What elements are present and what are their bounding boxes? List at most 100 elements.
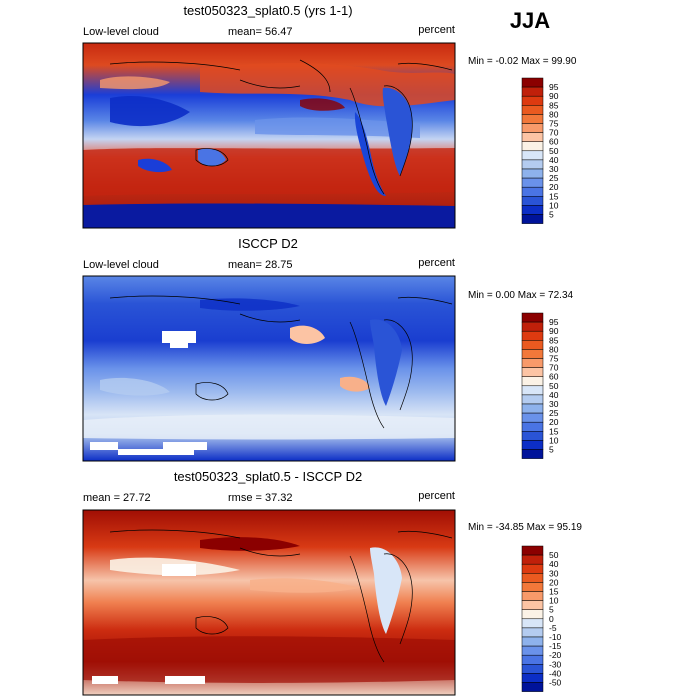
colorbar-cell bbox=[521, 600, 544, 610]
variable-label: Low-level cloud bbox=[83, 26, 159, 38]
colorbar-cell bbox=[521, 554, 544, 565]
colorbar-tick-label: 30 bbox=[549, 164, 559, 174]
colorbar-tick-label: 5 bbox=[549, 445, 554, 455]
colorbar-cell bbox=[521, 394, 544, 405]
season-label: JJA bbox=[510, 8, 550, 33]
colorbar-cell bbox=[521, 440, 544, 450]
colorbar-tick-label: 95 bbox=[549, 82, 559, 92]
colorbar-tick-label: 90 bbox=[549, 326, 559, 336]
map-field bbox=[82, 42, 456, 229]
colorbar-tick-label: 10 bbox=[549, 435, 559, 445]
colorbar-cell bbox=[521, 376, 544, 387]
colorbar-tick-label: 0 bbox=[549, 614, 554, 624]
colorbar-tick-label: 85 bbox=[549, 335, 559, 345]
colorbar-cell bbox=[521, 312, 544, 323]
colorbar-cell bbox=[521, 123, 544, 133]
colorbar-tick-label: 25 bbox=[549, 173, 559, 183]
colorbar-tick-label: 15 bbox=[549, 426, 559, 436]
colorbar-cell bbox=[521, 654, 544, 665]
colorbar-cell bbox=[521, 618, 544, 629]
colorbar-tick-label: 85 bbox=[549, 100, 559, 110]
colorbar-cell bbox=[521, 186, 544, 197]
colorbar-tick-label: 30 bbox=[549, 399, 559, 409]
colorbar-tick-label: 40 bbox=[549, 559, 559, 569]
colorbar-cell bbox=[521, 367, 544, 377]
colorbar-cell bbox=[521, 340, 544, 350]
colorbar-tick-label: 10 bbox=[549, 200, 559, 210]
colorbar-tick-label: 20 bbox=[549, 577, 559, 587]
colorbar-cell bbox=[521, 95, 544, 106]
colorbar-cell bbox=[521, 403, 544, 414]
colorbar-cell bbox=[521, 682, 544, 692]
mean-label: mean = 27.72 bbox=[83, 492, 151, 504]
colorbar-cell bbox=[521, 591, 544, 601]
colorbar-tick-label: 5 bbox=[549, 605, 554, 615]
colorbar-cell bbox=[521, 385, 544, 396]
colorbar-tick-label: 80 bbox=[549, 109, 559, 119]
colorbar-tick-label: -15 bbox=[549, 641, 562, 651]
colorbar-cell bbox=[521, 449, 544, 459]
colorbar-tick-label: 60 bbox=[549, 137, 559, 147]
colorbar-cell bbox=[521, 132, 544, 142]
mean-label: mean= 28.75 bbox=[228, 259, 293, 271]
colorbar-tick-label: -5 bbox=[549, 623, 557, 633]
colorbar-tick-label: -30 bbox=[549, 659, 562, 669]
colorbar-tick-label: -50 bbox=[549, 678, 562, 688]
colorbar-cells bbox=[521, 545, 544, 692]
colorbar-tick-label: 15 bbox=[549, 587, 559, 597]
colorbar-cell bbox=[521, 159, 544, 170]
colorbar-cell bbox=[521, 645, 544, 656]
colorbar-cell bbox=[521, 673, 544, 683]
colorbar-tick-label: 5 bbox=[549, 210, 554, 220]
variable-label: Low-level cloud bbox=[83, 259, 159, 271]
colorbar-cell bbox=[521, 214, 544, 224]
colorbar-tick-label: 25 bbox=[549, 408, 559, 418]
map-field bbox=[82, 275, 456, 462]
colorbar-cell bbox=[521, 321, 544, 332]
colorbar-tick-label: 40 bbox=[549, 390, 559, 400]
panel-observed: ISCCP D2 Low-level cloud mean= 28.75 per… bbox=[82, 236, 574, 462]
panel-title: test050323_splat0.5 - ISCCP D2 bbox=[174, 469, 362, 484]
colorbar-tick-label: 50 bbox=[549, 146, 559, 156]
panel-difference: test050323_splat0.5 - ISCCP D2 mean = 27… bbox=[82, 469, 582, 696]
colorbar-cell bbox=[521, 196, 544, 206]
colorbar-cell bbox=[521, 609, 544, 620]
coastlines bbox=[109, 295, 453, 429]
colorbar-tick-label: 95 bbox=[549, 317, 559, 327]
colorbar-cell bbox=[521, 177, 544, 188]
colorbar-cell bbox=[521, 573, 544, 583]
colorbar-tick-label: 40 bbox=[549, 155, 559, 165]
colorbar-tick-label: 15 bbox=[549, 191, 559, 201]
colorbar-cell bbox=[521, 349, 544, 359]
colorbar-cell bbox=[521, 627, 544, 638]
colorbar-cell bbox=[521, 330, 544, 341]
colorbar-cell bbox=[521, 150, 544, 161]
colorbar-tick-label: 70 bbox=[549, 363, 559, 373]
colorbar-tick-label: 50 bbox=[549, 550, 559, 560]
coastlines bbox=[109, 529, 453, 663]
colorbar-tick-label: 20 bbox=[549, 417, 559, 427]
colorbar-cell bbox=[521, 77, 544, 88]
colorbar-tick-label: 70 bbox=[549, 128, 559, 138]
mean-label: mean= 56.47 bbox=[228, 26, 293, 38]
panel-model: test050323_splat0.5 (yrs 1-1) Low-level … bbox=[82, 3, 577, 229]
colorbar-cell bbox=[521, 664, 544, 674]
colorbar-cell bbox=[521, 636, 544, 647]
colorbar-cell bbox=[521, 358, 544, 368]
map-field bbox=[82, 509, 456, 696]
minmax-label: Min = 0.00 Max = 72.34 bbox=[468, 290, 574, 301]
units-label: percent bbox=[418, 257, 455, 269]
colorbar-cells bbox=[521, 77, 544, 224]
colorbar-cell bbox=[521, 205, 544, 215]
minmax-label: Min = -0.02 Max = 99.90 bbox=[468, 56, 577, 67]
colorbar-cell bbox=[521, 114, 544, 124]
colorbar-tick-label: 60 bbox=[549, 372, 559, 382]
colorbar-cell bbox=[521, 86, 544, 97]
colorbar-tick-label: 90 bbox=[549, 91, 559, 101]
colorbar-cell bbox=[521, 168, 544, 179]
